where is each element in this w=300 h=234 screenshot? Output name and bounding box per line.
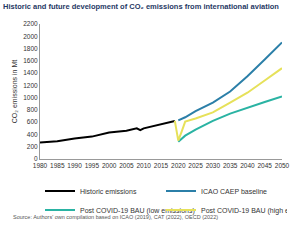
svg-text:1400: 1400 [23,69,38,76]
svg-text:1995: 1995 [85,162,100,169]
svg-text:2015: 2015 [154,162,169,169]
svg-text:1980: 1980 [33,162,48,169]
svg-text:Historic and future developmen: Historic and future development of CO₂ e… [3,2,279,11]
svg-text:0: 0 [34,155,38,162]
svg-text:2200: 2200 [23,20,38,27]
svg-text:CO₂ emissions in Mt: CO₂ emissions in Mt [11,60,18,123]
svg-text:Historic emissions: Historic emissions [80,188,137,195]
svg-text:1990: 1990 [67,162,82,169]
svg-text:Post COVID-19 BAU (high emissi: Post COVID-19 BAU (high emissions) [201,207,287,215]
svg-text:2040: 2040 [240,162,255,169]
svg-text:2045: 2045 [257,162,272,169]
svg-text:2025: 2025 [188,162,203,169]
svg-text:1800: 1800 [23,45,38,52]
svg-text:1985: 1985 [50,162,65,169]
svg-text:2020: 2020 [171,162,186,169]
svg-text:2005: 2005 [119,162,134,169]
svg-text:1000: 1000 [23,94,38,101]
svg-text:2050: 2050 [275,162,290,169]
svg-text:ICAO CAEP baseline: ICAO CAEP baseline [201,188,267,195]
svg-text:1600: 1600 [23,57,38,64]
svg-text:Source: Authors' own compilati: Source: Authors' own compilation based o… [13,214,218,220]
svg-text:1200: 1200 [23,82,38,89]
svg-text:2030: 2030 [206,162,221,169]
svg-text:400: 400 [27,131,38,138]
svg-text:600: 600 [27,118,38,125]
svg-text:2000: 2000 [102,162,117,169]
svg-text:800: 800 [27,106,38,113]
svg-text:200: 200 [27,143,38,150]
svg-text:2035: 2035 [223,162,238,169]
svg-text:2010: 2010 [136,162,151,169]
svg-text:2000: 2000 [23,33,38,40]
svg-text:Post COVID-19 BAU (low emissio: Post COVID-19 BAU (low emissions) [80,206,195,214]
